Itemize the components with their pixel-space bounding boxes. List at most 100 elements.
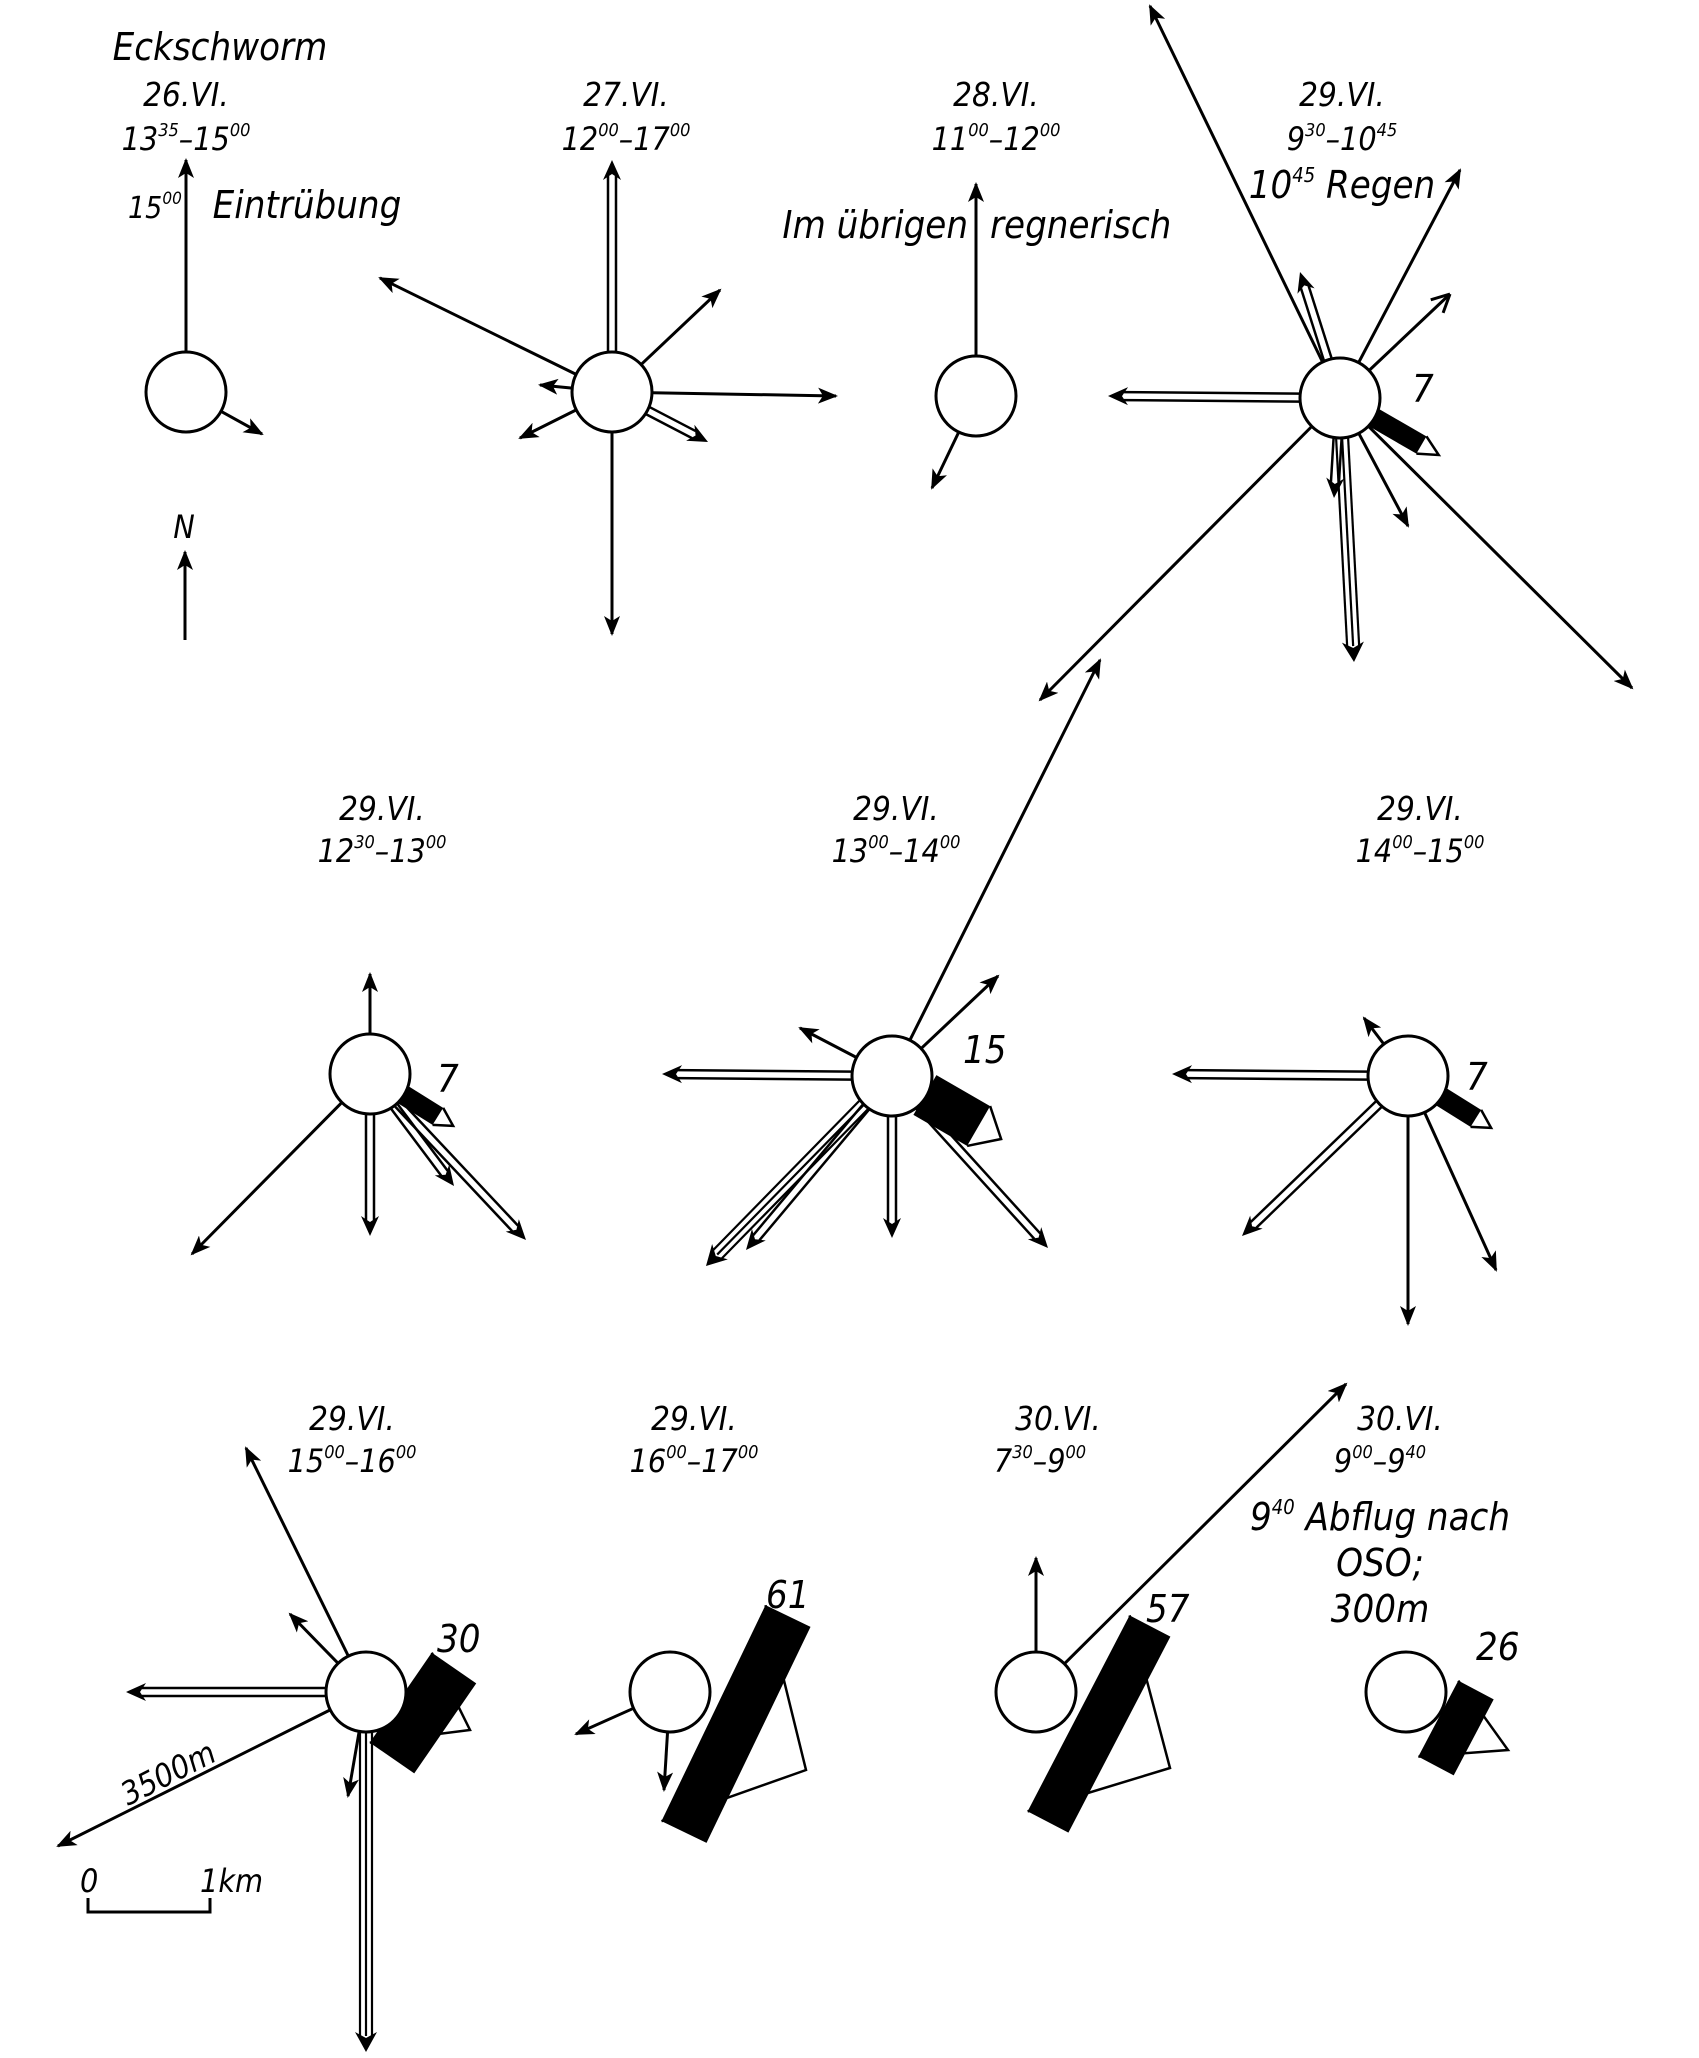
p6-arrow-sw-a-2 [712, 1099, 861, 1252]
p5-arrow-sse-a [389, 1107, 443, 1177]
p9-group-band [661, 1605, 811, 1843]
scale-bar: 0 1km [80, 1862, 263, 1914]
p4-arrow-ne-head [1430, 292, 1452, 314]
p7-arrow-w-b [1187, 1076, 1368, 1081]
panel-11-header: 30.VI. 900–940 940 Abflug nach OSO; 300m [1250, 1399, 1510, 1631]
panel-11-note-3: 300m [1331, 1587, 1430, 1631]
p8-arrow-w-head [126, 1683, 146, 1701]
p5-arrow-s-head [361, 1216, 379, 1236]
p6-arrow-nne-long [908, 658, 1102, 1041]
panel-3-date: 28.VI. [953, 75, 1039, 114]
panel-7-header: 29.VI. 1400–1500 [1356, 789, 1485, 870]
panel-5-date: 29.VI. [339, 789, 425, 828]
panel-3-time: 1100–1200 [932, 120, 1061, 158]
panel-8-count: 30 [437, 1617, 481, 1661]
p2-arrow-ne [640, 288, 722, 366]
p2-arrow-e [651, 387, 838, 404]
p5-arrow-sw [190, 1101, 343, 1256]
panel-7-count: 7 [1466, 1055, 1488, 1099]
p9-arrow-s [657, 1731, 674, 1792]
p8-arrow-s-long-head [355, 2032, 377, 2052]
panel-11-time: 900–940 [1334, 1442, 1426, 1480]
p4-arrow-nnw-long [1148, 4, 1324, 363]
p4-arrow-sse [1357, 432, 1410, 528]
p8-circle [324, 1650, 408, 1734]
panel-1-note: 1500 Eintrübung [128, 183, 401, 227]
p6-group-tip [966, 1105, 1003, 1148]
p6-arrow-se-head [1027, 1227, 1048, 1248]
p7-circle [1366, 1034, 1450, 1118]
p6-arrow-se-a [914, 1107, 1036, 1240]
panel-11-note-1: 940 Abflug nach [1250, 1495, 1510, 1539]
p6-group-band [913, 1075, 991, 1146]
p4-arrow-s-short-head [1326, 477, 1345, 498]
p6-arrow-sw-b-a [752, 1103, 865, 1236]
p4-arrow-s-long-2 [1335, 438, 1349, 647]
p2-arrow-se-a [645, 412, 693, 440]
p7-arrow-sw-b [1255, 1105, 1383, 1229]
panel-4-count: 7 [1412, 367, 1434, 411]
scale-bar-line [86, 1898, 212, 1914]
p6-arrow-sw-a-1 [716, 1103, 865, 1256]
p6-arrow-w-b [677, 1076, 852, 1081]
p6-arrow-s-head [883, 1218, 901, 1238]
p4-arrow-w-b [1123, 398, 1300, 403]
panel-8-header: 29.VI. 1500–1600 [288, 1399, 417, 1480]
panel-2-date: 27.VI. [583, 75, 669, 114]
p6-arrow-sw-a-head [706, 1244, 728, 1266]
p6-arrow-sw-b-b [758, 1108, 871, 1242]
panel-3-header: 28.VI. 1100–1200 Im übrigen regnerisch [782, 75, 1171, 247]
p4-arrow-s-short-b [1337, 438, 1343, 483]
panel-8-time: 1500–1600 [288, 1442, 417, 1480]
p6-arrow-nw [798, 1026, 858, 1059]
panel-11-note-2: OSO; [1336, 1541, 1424, 1585]
panel-1-header: 26.VI. 1335–1500 1500 Eintrübung [122, 75, 402, 227]
panel-6-date: 29.VI. [853, 789, 939, 828]
p4-arrow-s-long-head [1341, 641, 1364, 662]
p8-arrow-nnw [244, 1446, 350, 1657]
p7-arrow-w-head [1172, 1065, 1193, 1084]
panel-10-count: 57 [1146, 1587, 1190, 1631]
p4-arrow-nne [1357, 168, 1462, 364]
panel-10-time: 730–900 [994, 1442, 1086, 1480]
p2-arrow-se-b [648, 405, 697, 433]
north-label: N [173, 508, 195, 546]
p6-arrow-ne [920, 974, 1000, 1050]
north-indicator: N [173, 508, 195, 640]
panel-1-time: 1335–1500 [122, 120, 251, 158]
p9-arrow-wsw [574, 1706, 635, 1736]
p4-arrow-w-a [1124, 390, 1301, 395]
p8-arrow-s-short [343, 1731, 361, 1798]
p5-arrow-se-a [393, 1105, 514, 1232]
panel-9-date: 29.VI. [651, 1399, 737, 1438]
panel-6-header: 29.VI. 1300–1400 [832, 789, 961, 870]
p5-group-tip [432, 1107, 456, 1128]
p6-arrow-w-head [662, 1065, 683, 1084]
p9-group-tip [661, 1604, 808, 1823]
p4-group-tip [1416, 435, 1442, 457]
scale-km-label: 1km [200, 1862, 263, 1900]
panel-10-header: 30.VI. 730–900 [994, 1399, 1101, 1480]
p5-arrow-sse-head [434, 1164, 454, 1186]
p4-arrow-sw-long [1038, 425, 1313, 702]
p7-arrow-nw [1362, 1016, 1386, 1046]
p6-arrow-w-a [678, 1068, 853, 1073]
p6-circle [850, 1034, 934, 1118]
p5-group-band [396, 1085, 444, 1125]
station-circles [144, 350, 1450, 1734]
p4-arrow-nnw-short-a [1307, 285, 1333, 360]
p9-circle [628, 1650, 712, 1734]
location-title: Eckschworm [113, 25, 328, 69]
p4-arrow-s-long-0 [1347, 437, 1361, 646]
p6-arrow-sw-b-head [746, 1228, 766, 1250]
p4-arrow-w-head [1108, 387, 1129, 406]
p11-circle [1364, 1650, 1448, 1734]
p10-arrow-ne-long [1063, 1382, 1348, 1665]
p3-arrow-ssw [930, 431, 961, 490]
panel-3-note-right: regnerisch [990, 203, 1171, 247]
p8-group-band [369, 1652, 477, 1774]
p4-circle [1298, 356, 1382, 440]
p7-arrow-w-a [1188, 1068, 1369, 1073]
p2-arrow-w-short [538, 378, 573, 395]
p8-arrow-nw [288, 1612, 340, 1665]
